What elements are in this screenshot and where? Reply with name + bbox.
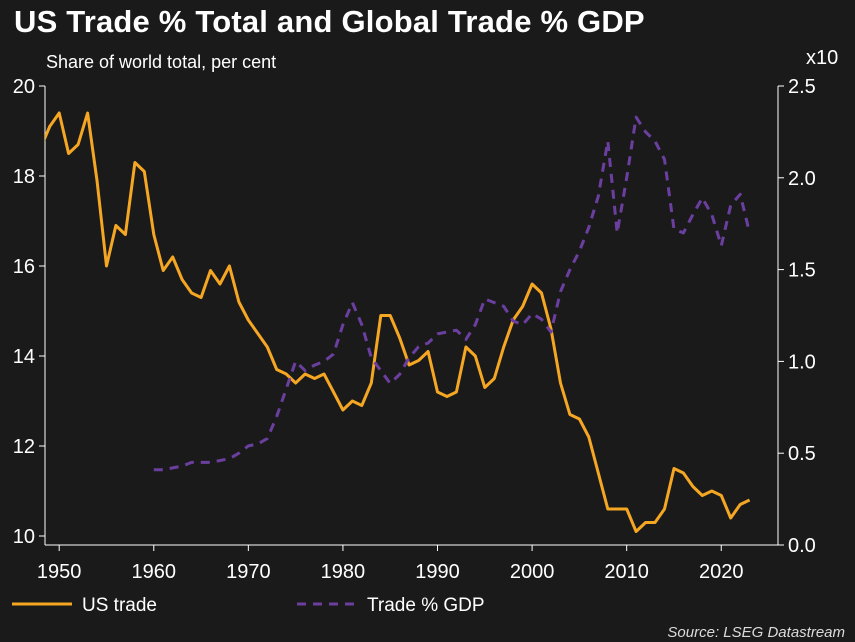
right-tick-label: 1.0 (788, 351, 816, 373)
x-tick-label: 1970 (226, 561, 271, 583)
us-trade-series-line (45, 111, 751, 533)
x-tick-label: 2000 (510, 561, 555, 583)
left-tick-label: 18 (13, 166, 35, 188)
x-tick-label: 2020 (699, 561, 744, 583)
right-tick-label: 2.5 (788, 76, 816, 98)
right-tick-label: 0.5 (788, 443, 816, 465)
right-tick-label: 0.0 (788, 535, 816, 557)
right-axis-multiplier: x10 (806, 47, 839, 69)
x-tick-label: 1990 (415, 561, 460, 583)
chart-title: US Trade % Total and Global Trade % GDP (14, 4, 645, 39)
chart-subtitle: Share of world total, per cent (46, 52, 277, 72)
left-tick-label: 14 (13, 346, 35, 368)
legend-label-trade-gdp: Trade % GDP (367, 595, 485, 616)
trade-gdp-series-line (153, 115, 752, 472)
legend-label-us-trade: US trade (82, 595, 157, 616)
x-tick-label: 2010 (604, 561, 649, 583)
left-tick-label: 20 (13, 76, 35, 98)
x-tick-label: 1960 (132, 561, 177, 583)
left-tick-label: 12 (13, 436, 35, 458)
right-tick-label: 2.0 (788, 168, 816, 190)
right-tick-label: 1.5 (788, 260, 816, 282)
left-tick-label: 16 (13, 256, 35, 278)
source-note: Source: LSEG Datastream (667, 624, 845, 641)
x-tick-label: 1980 (321, 561, 366, 583)
x-tick-label: 1950 (37, 561, 82, 583)
left-tick-label: 10 (13, 526, 35, 548)
